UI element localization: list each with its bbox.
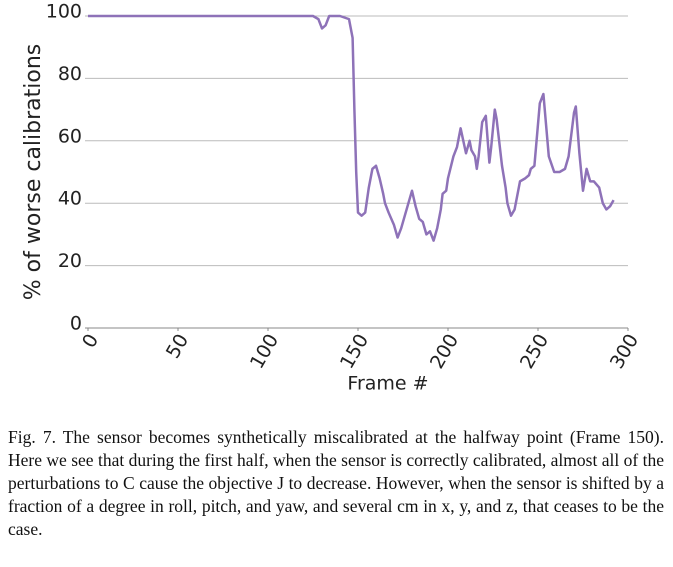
y-tick-label: 20 <box>58 250 82 272</box>
x-tick-label: 250 <box>516 330 553 372</box>
y-tick-label: 100 <box>46 1 82 23</box>
x-tick-label: 200 <box>426 330 463 372</box>
y-tick-label: 60 <box>58 125 82 147</box>
x-tick-label: 150 <box>336 330 373 372</box>
caption: Fig. 7. The sensor becomes synthetically… <box>8 427 664 539</box>
data-line <box>88 14 615 242</box>
x-tick-label: 0 <box>78 330 103 351</box>
x-axis-label: Frame # <box>347 373 428 395</box>
x-tick-label: 50 <box>162 330 193 362</box>
y-tick-label: 40 <box>58 188 82 210</box>
y-tick-label: 0 <box>70 313 82 335</box>
x-tick-label: 300 <box>606 330 643 372</box>
y-tick-label: 80 <box>58 63 82 85</box>
chart: Frame # % of worse calibrations 0 20 40 60 8… <box>21 1 643 395</box>
x-tick-label: 100 <box>246 330 283 372</box>
y-axis-label: % of worse calibrations <box>21 44 46 300</box>
